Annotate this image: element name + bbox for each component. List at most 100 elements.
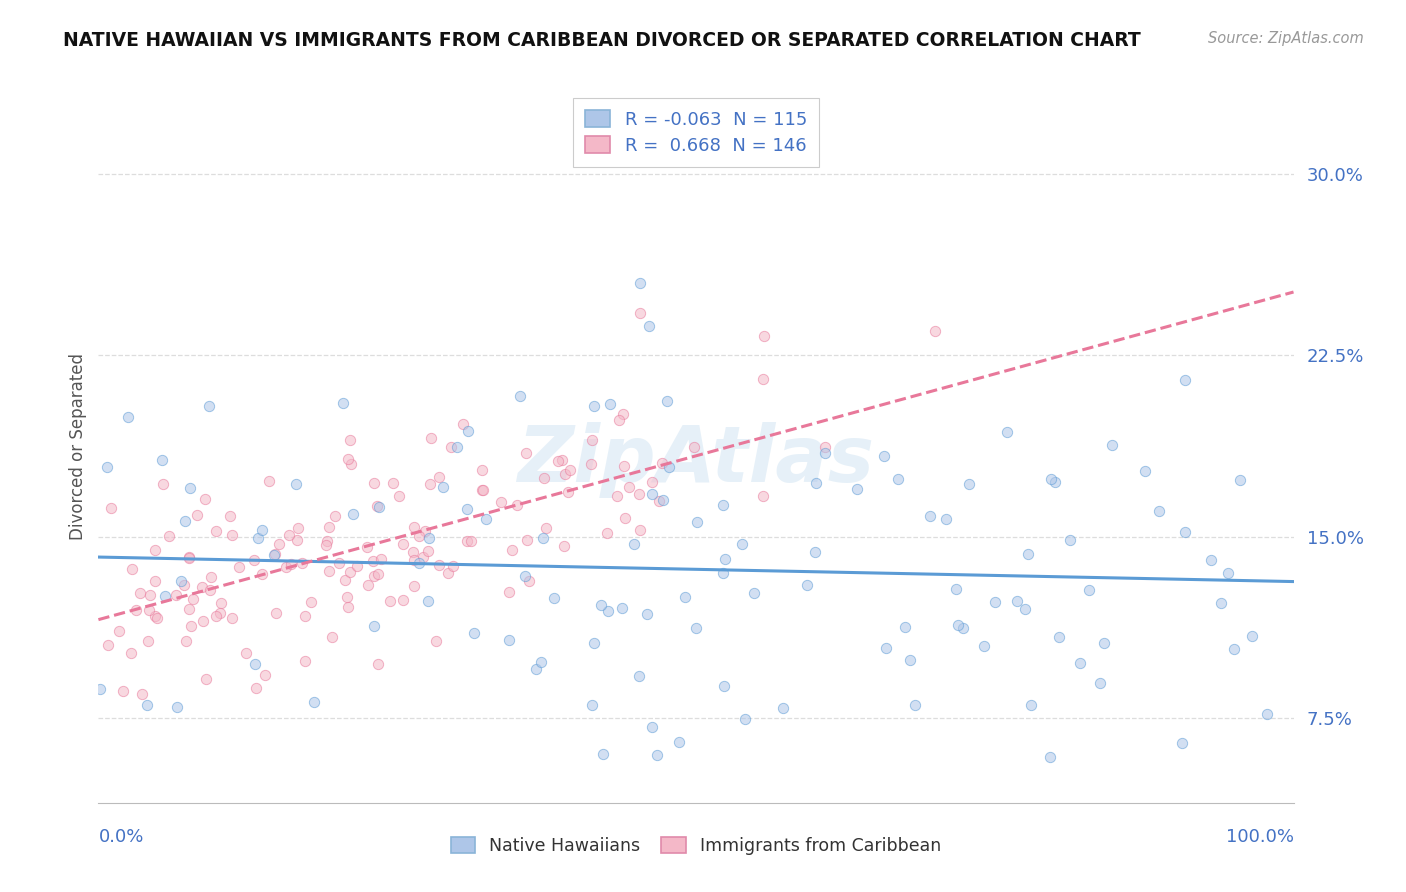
Point [1223,642,1246,657]
Point [946,617,969,632]
Point [173,515,195,529]
Point [1092,636,1115,650]
Point [180,619,202,633]
Point [235,646,257,660]
Point [420,431,443,445]
Point [453,417,475,431]
Point [96,459,118,474]
Point [920,509,942,524]
Point [204,524,226,538]
Point [1216,566,1239,581]
Point [205,609,228,624]
Point [491,495,513,509]
Point [628,276,651,290]
Point [194,672,217,686]
Point [471,463,494,477]
Point [957,477,980,491]
Point [1017,548,1039,562]
Point [404,520,426,534]
Point [515,569,537,583]
Point [894,620,917,634]
Point [280,557,302,571]
Point [323,508,346,523]
Point [143,574,166,589]
Point [754,329,776,343]
Point [436,566,458,580]
Point [166,699,188,714]
Point [903,698,925,713]
Point [509,389,531,403]
Point [456,502,478,516]
Point [97,638,120,652]
Point [592,747,614,761]
Point [589,598,612,612]
Point [264,606,287,620]
Point [179,481,201,495]
Point [554,467,576,481]
Point [887,472,910,486]
Point [181,592,204,607]
Point [302,695,325,709]
Point [668,735,690,749]
Point [363,475,385,490]
Point [136,698,159,713]
Point [173,578,195,592]
Point [264,547,287,561]
Point [108,624,131,638]
Point [804,545,827,559]
Point [432,480,454,494]
Point [253,667,276,681]
Point [641,475,664,490]
Point [332,395,354,409]
Point [1170,736,1192,750]
Point [623,537,645,551]
Point [617,480,640,494]
Point [337,600,360,615]
Point [427,470,450,484]
Point [995,425,1018,439]
Point [198,583,221,598]
Point [357,578,380,592]
Point [138,588,160,602]
Point [579,457,602,471]
Point [382,475,405,490]
Text: Source: ZipAtlas.com: Source: ZipAtlas.com [1208,31,1364,46]
Point [606,489,628,503]
Point [873,449,896,463]
Point [318,519,340,533]
Point [498,632,520,647]
Legend: Native Hawaiians, Immigrants from Caribbean: Native Hawaiians, Immigrants from Caribb… [440,826,952,865]
Point [402,579,425,593]
Point [328,557,350,571]
Point [1043,475,1066,489]
Point [711,566,734,580]
Point [152,477,174,491]
Point [683,440,706,454]
Point [419,476,441,491]
Point [752,372,775,386]
Point [557,485,579,500]
Point [335,574,357,588]
Point [165,589,187,603]
Point [1059,533,1081,547]
Point [316,534,339,549]
Point [984,594,1007,608]
Point [530,656,553,670]
Point [1240,629,1263,643]
Point [200,570,222,584]
Point [648,494,671,508]
Text: NATIVE HAWAIIAN VS IMMIGRANTS FROM CARIBBEAN DIVORCED OR SEPARATED CORRELATION C: NATIVE HAWAIIAN VS IMMIGRANTS FROM CARIB… [63,31,1142,50]
Point [392,593,415,607]
Point [533,531,555,545]
Point [1069,656,1091,670]
Point [250,524,273,538]
Point [380,593,402,607]
Point [471,483,494,497]
Point [339,433,361,447]
Point [446,440,468,454]
Point [641,487,664,501]
Point [1088,676,1111,690]
Point [157,529,180,543]
Point [796,578,818,592]
Point [221,611,243,625]
